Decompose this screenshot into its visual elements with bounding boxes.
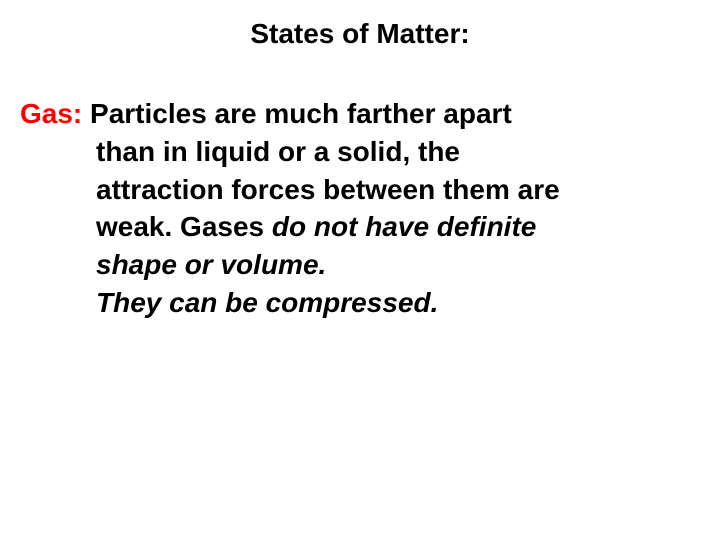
body-line-4a: weak. Gases (96, 211, 272, 242)
slide-body: Gas: Particles are much farther apart th… (20, 95, 700, 322)
body-line-4: weak. Gases do not have definite (20, 208, 700, 246)
body-line-4b-emph: do not have definite (272, 211, 536, 242)
body-line-6-emph: They can be compressed. (20, 284, 700, 322)
body-line-1: Particles are much farther apart (82, 98, 512, 129)
term-gas: Gas: (20, 98, 82, 129)
slide: States of Matter: Gas: Particles are muc… (0, 0, 720, 540)
body-line-5-emph: shape or volume. (20, 246, 700, 284)
body-line-3: attraction forces between them are (20, 171, 700, 209)
body-line-2: than in liquid or a solid, the (20, 133, 700, 171)
slide-title: States of Matter: (0, 18, 720, 50)
